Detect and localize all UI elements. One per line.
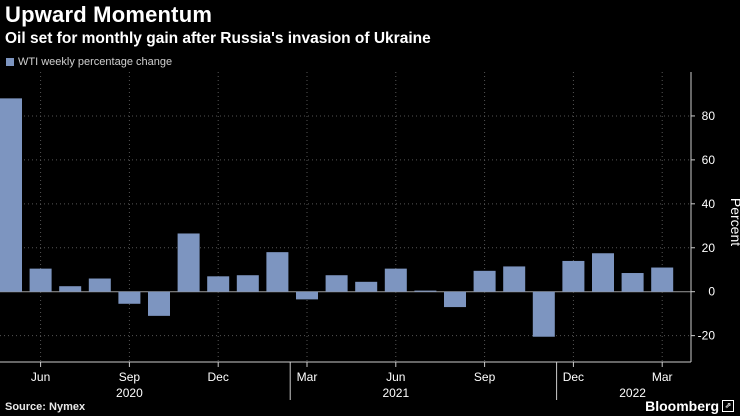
- year-label: 2022: [619, 386, 646, 400]
- bar: [148, 291, 170, 316]
- y-tick-label: -20: [698, 329, 716, 343]
- bar: [592, 253, 614, 292]
- bar: [503, 266, 526, 292]
- legend-label: WTI weekly percentage change: [18, 56, 173, 68]
- bar: [384, 268, 407, 292]
- y-tick-label: 0: [708, 285, 715, 299]
- axis-layer: -20 0 20 40 60 80 Jun Sep Dec Mar Jun Sep Dec Mar 2020…: [0, 72, 740, 400]
- bar: [177, 233, 200, 292]
- chart-subtitle: Oil set for monthly gain after Russia's …: [5, 30, 431, 47]
- y-tick-label: 20: [702, 241, 716, 255]
- bar: [355, 281, 378, 292]
- bar: [414, 290, 437, 292]
- bar: [444, 291, 466, 308]
- bar: [473, 270, 496, 292]
- x-tick-label: Sep: [119, 370, 141, 384]
- legend-swatch: [6, 58, 14, 66]
- x-tick-label: Sep: [474, 370, 496, 384]
- year-label: 2021: [382, 386, 409, 400]
- bar: [621, 273, 644, 292]
- x-tick-label: Jun: [31, 370, 50, 384]
- bar: [59, 286, 82, 292]
- y-axis-title: Percent: [728, 198, 740, 246]
- y-tick-label: 60: [702, 153, 716, 167]
- legend: WTI weekly percentage change: [6, 56, 172, 68]
- bar-layer: [0, 98, 674, 337]
- y-tick-label: 80: [702, 109, 716, 123]
- bar: [532, 291, 555, 337]
- bar: [88, 278, 111, 292]
- brand-name: Bloomberg: [645, 398, 719, 414]
- bar: [296, 291, 318, 300]
- bar: [266, 252, 289, 292]
- bar: [236, 275, 259, 292]
- bar: [0, 98, 22, 292]
- bar: [118, 291, 141, 304]
- bar: [562, 260, 585, 292]
- x-tick-label: Dec: [208, 370, 229, 384]
- grid-layer: [0, 72, 691, 362]
- x-tick-label: Jun: [386, 370, 405, 384]
- x-tick-label: Mar: [652, 370, 673, 384]
- bar: [29, 268, 52, 292]
- x-tick-label: Mar: [297, 370, 318, 384]
- expand-icon[interactable]: ⇗: [722, 400, 734, 412]
- x-tick-label: Dec: [563, 370, 584, 384]
- bar: [325, 275, 348, 292]
- chart-title: Upward Momentum: [5, 2, 213, 27]
- y-tick-label: 40: [702, 197, 716, 211]
- bar: [651, 267, 674, 292]
- year-label: 2020: [116, 386, 143, 400]
- bar: [207, 276, 230, 292]
- source-note: Source: Nymex: [5, 401, 86, 413]
- brand-logo: Bloomberg ⇗: [645, 398, 734, 414]
